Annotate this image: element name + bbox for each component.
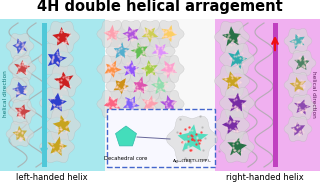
Polygon shape [116,90,146,118]
Polygon shape [154,90,184,118]
Polygon shape [222,71,242,90]
Polygon shape [145,37,175,65]
Polygon shape [133,76,148,94]
Polygon shape [220,43,254,75]
Bar [215,19,320,171]
Polygon shape [6,77,34,103]
Polygon shape [142,95,159,112]
Polygon shape [125,37,155,65]
Polygon shape [12,82,27,98]
Polygon shape [131,43,148,59]
Polygon shape [220,131,254,163]
Polygon shape [123,96,140,113]
Polygon shape [222,115,240,134]
Polygon shape [105,60,122,78]
Polygon shape [123,26,139,41]
Polygon shape [12,38,27,54]
Polygon shape [48,48,67,67]
Text: right-handed helix: right-handed helix [226,174,304,183]
Polygon shape [97,90,127,118]
Polygon shape [12,126,27,141]
Polygon shape [151,76,168,94]
Polygon shape [178,124,208,151]
Polygon shape [39,131,75,163]
Polygon shape [116,55,146,83]
Bar [273,23,278,167]
Polygon shape [154,20,184,48]
Polygon shape [288,50,316,76]
Polygon shape [160,95,177,112]
Polygon shape [114,78,129,94]
Polygon shape [104,96,121,113]
Polygon shape [8,55,36,81]
Polygon shape [160,60,177,79]
Polygon shape [228,49,247,69]
Polygon shape [135,90,165,118]
Polygon shape [47,136,68,156]
Polygon shape [46,65,82,97]
Polygon shape [135,55,165,83]
Polygon shape [97,55,127,83]
Polygon shape [214,65,250,97]
Polygon shape [288,94,316,120]
Polygon shape [166,116,218,162]
Polygon shape [52,27,71,46]
Text: Decahedral core: Decahedral core [104,156,148,161]
Polygon shape [290,77,306,92]
Polygon shape [54,72,74,90]
Polygon shape [14,60,30,75]
Polygon shape [135,20,165,48]
Text: Ag₇₀(TBBT)₁(TPP)₁: Ag₇₀(TBBT)₁(TPP)₁ [172,159,212,163]
Polygon shape [222,26,241,46]
Polygon shape [284,72,312,98]
Polygon shape [44,21,80,53]
Polygon shape [97,20,127,48]
Polygon shape [125,72,155,100]
Polygon shape [145,72,175,100]
Text: helical direction: helical direction [4,71,9,117]
Polygon shape [294,99,311,115]
Polygon shape [289,34,305,49]
Bar [42,23,47,167]
Polygon shape [6,33,34,59]
Polygon shape [106,72,136,100]
Polygon shape [124,60,139,77]
Polygon shape [8,99,36,125]
Text: helical direction: helical direction [311,71,316,117]
Polygon shape [15,104,31,119]
Bar [105,19,215,171]
Polygon shape [106,37,136,65]
Polygon shape [284,116,312,142]
Polygon shape [284,28,312,54]
Polygon shape [161,25,177,42]
Polygon shape [116,126,136,146]
Polygon shape [53,115,71,135]
Polygon shape [152,44,169,60]
Polygon shape [48,93,67,112]
Polygon shape [38,43,74,75]
Polygon shape [154,55,184,83]
Polygon shape [141,27,158,43]
Polygon shape [294,55,309,70]
FancyBboxPatch shape [107,109,215,167]
Polygon shape [116,20,146,48]
Polygon shape [228,138,247,156]
Text: left-handed helix: left-handed helix [16,174,88,183]
Polygon shape [45,109,81,141]
Polygon shape [291,122,305,136]
Text: 4H double helical arragement: 4H double helical arragement [37,0,283,15]
Polygon shape [104,25,119,41]
Polygon shape [220,87,254,119]
Polygon shape [214,109,250,141]
Polygon shape [214,21,250,53]
Polygon shape [6,121,34,147]
Polygon shape [141,60,158,77]
Bar [0,19,105,171]
Polygon shape [228,93,247,112]
Polygon shape [39,87,75,119]
Polygon shape [114,42,130,58]
